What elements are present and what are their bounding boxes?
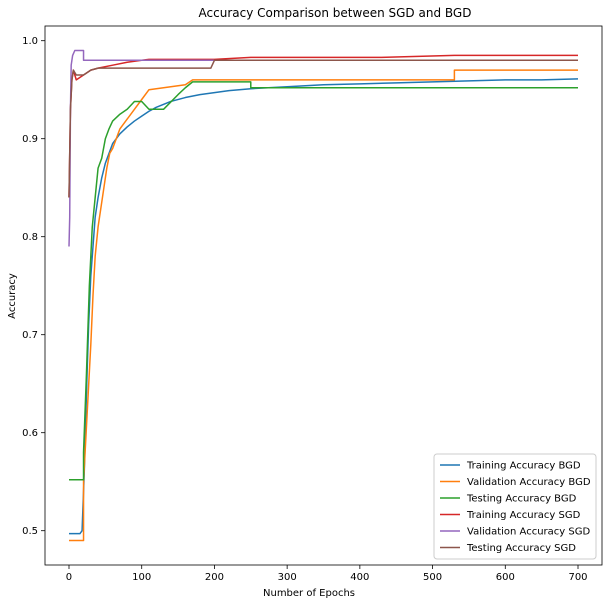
x-axis: 0 100 200 300 400 500 600 700 [66, 565, 588, 583]
legend-label: Validation Accuracy SGD [467, 527, 590, 538]
series-layer [68, 49, 579, 542]
x-tick-label: 200 [205, 572, 224, 583]
y-axis: 0.5 0.6 0.7 0.8 0.9 1.0 [22, 36, 45, 537]
series-line-6 [68, 59, 578, 198]
y-tick-label: 1.0 [22, 36, 38, 47]
series-line-3 [69, 81, 578, 481]
plot-frame [44, 25, 603, 566]
x-tick-label: 600 [496, 572, 515, 583]
y-axis-label: Accuracy [7, 273, 18, 319]
legend-label: Validation Accuracy BGD [467, 477, 591, 488]
x-tick-label: 500 [423, 572, 442, 583]
legend-label: Testing Accuracy SGD [466, 543, 576, 554]
x-tick-label: 300 [278, 572, 297, 583]
x-tick-label: 0 [66, 572, 72, 583]
chart-title: Accuracy Comparison between SGD and BGD [199, 6, 472, 20]
y-tick-label: 0.8 [22, 232, 38, 243]
x-tick-label: 700 [568, 572, 587, 583]
legend: Training Accuracy BGD Validation Accuracy… [433, 453, 597, 560]
y-tick-label: 0.7 [22, 330, 38, 341]
legend-label: Testing Accuracy BGD [466, 494, 577, 505]
y-tick-label: 0.5 [22, 526, 38, 537]
y-tick-label: 0.6 [22, 428, 38, 439]
legend-label: Training Accuracy SGD [466, 510, 581, 521]
legend-label: Training Accuracy BGD [466, 461, 581, 472]
x-axis-label: Number of Epochs [263, 588, 355, 599]
legend-box [433, 453, 597, 560]
series-line-2 [69, 69, 578, 542]
x-tick-label: 100 [132, 572, 151, 583]
y-tick-label: 0.9 [22, 134, 38, 145]
x-tick-label: 400 [350, 572, 369, 583]
